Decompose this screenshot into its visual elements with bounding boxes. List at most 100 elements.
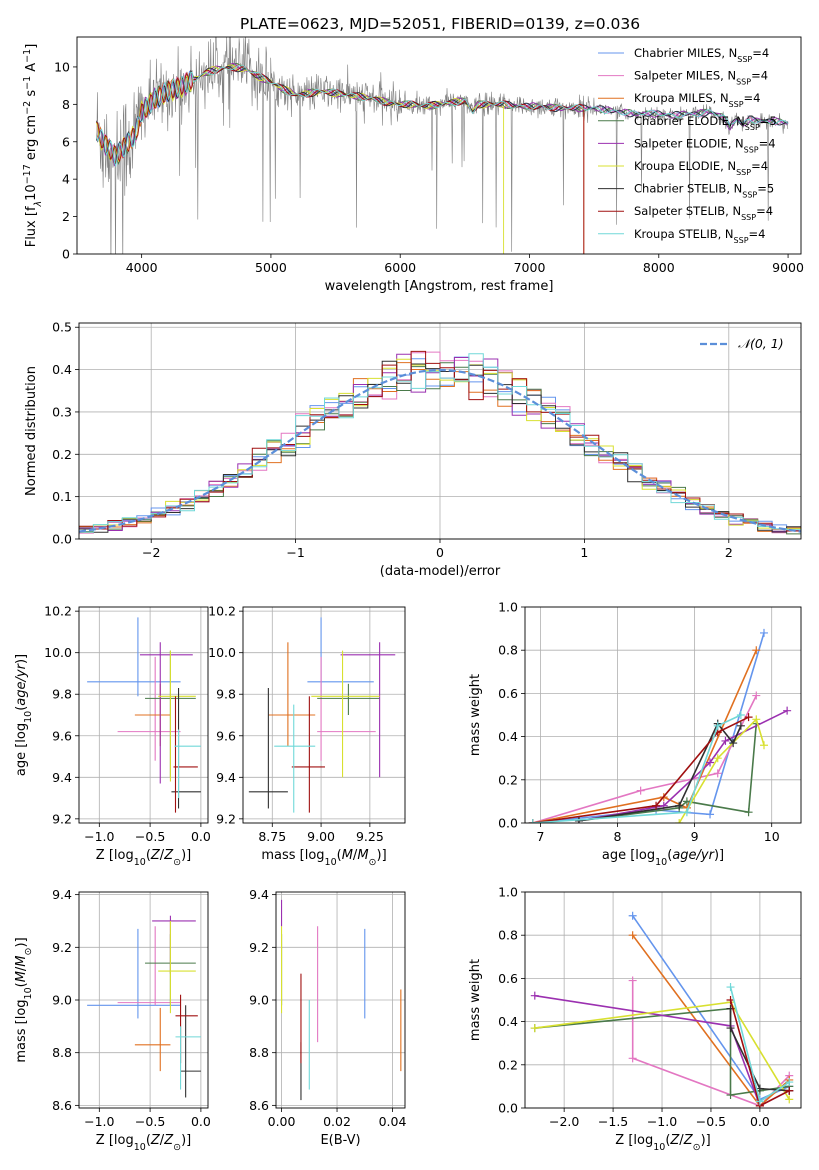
errorbar-point-kroupa_elodie <box>158 650 196 782</box>
model-spectrum-salpeter_stelib <box>96 66 585 254</box>
weight-marker <box>628 931 637 940</box>
weight-marker <box>744 808 753 817</box>
y-tick-label: 9.4 <box>52 887 72 902</box>
legend-label-kroupa_elodie: Kroupa ELODIE, NSSP=4 <box>634 159 768 177</box>
x-axis-label: E(B-V) <box>320 1133 360 1148</box>
x-tick-label: 5000 <box>255 260 287 275</box>
y-tick-label: 9.8 <box>216 687 236 702</box>
weight-marker <box>752 691 761 700</box>
errorbar-point-kroupa_miles <box>268 642 316 747</box>
y-tick-label: 0.5 <box>52 320 72 335</box>
weight-line <box>631 980 790 1107</box>
y-tick-label: 10.0 <box>44 645 72 660</box>
errorbar-point-chabrier_elodie <box>317 683 380 715</box>
model-spectrum-salpeter_elodie <box>96 63 789 167</box>
weight-marker <box>706 810 715 819</box>
weight-line <box>532 695 758 823</box>
y-tick-label: 9.6 <box>52 728 72 743</box>
y-tick-label: 0.4 <box>498 1014 518 1029</box>
x-tick-label: −1.5 <box>598 1114 628 1129</box>
x-tick-label: −1.0 <box>84 1114 114 1129</box>
weight-marker <box>752 646 761 655</box>
weight-marker <box>755 1097 764 1106</box>
weight-marker <box>628 976 637 985</box>
legend-label-salpeter_elodie: Salpeter ELODIE, NSSP=4 <box>634 136 776 154</box>
errorbar-point-chabrier_miles <box>87 617 181 697</box>
weight-marker <box>628 1054 637 1063</box>
errorbar-point-chabrier_stelib <box>248 688 288 809</box>
x-tick-label: 8.75 <box>258 829 286 844</box>
errorbar-point-salpeter_stelib <box>173 696 198 813</box>
weight-series-kroupa_stelib <box>528 711 745 823</box>
x-tick-label: 0.0 <box>191 1114 211 1129</box>
x-tick-label: −2 <box>142 545 160 560</box>
y-axis-label: Normed distribution <box>24 366 39 496</box>
y-tick-label: 4 <box>62 172 70 187</box>
weight-marker <box>726 1091 735 1100</box>
weight-marker <box>528 819 537 823</box>
weight-marker <box>636 786 645 795</box>
model-spectrum-kroupa_stelib <box>95 64 789 168</box>
weight-series-kroupa_stelib <box>726 983 794 1106</box>
normal-curve-line <box>79 368 801 533</box>
axes-frame <box>78 606 209 824</box>
y-tick-label: 9.4 <box>52 770 72 785</box>
plot-area <box>79 350 801 537</box>
model-spectrum-kroupa_miles <box>96 64 585 254</box>
weight-marker <box>721 736 730 745</box>
panel-age_vs_mass: 8.75 9.00 9.25 9.2 9.4 9.6 9.8 10.0 10.2 mass [lo… <box>208 604 406 868</box>
y-tick-label: 0.1 <box>52 489 72 504</box>
y-tick-label: 0.2 <box>498 1057 518 1072</box>
panel-weight_vs_age: 7 8 9 10 0.0 0.2 0.4 0.6 0.8 1.0 age [log10(age/yr… <box>468 600 802 868</box>
x-axis-label: age [log10(age/yr)] <box>602 848 724 868</box>
legend-label-chabrier_stelib: Chabrier STELIB, NSSP=5 <box>634 182 774 200</box>
axes-frame <box>78 322 802 540</box>
errorbar-point-kroupa_stelib <box>274 704 316 813</box>
y-tick-label: 10.0 <box>208 645 236 660</box>
weight-marker <box>574 816 583 823</box>
weight-marker <box>729 739 738 748</box>
weight-series-salpeter_stelib <box>726 996 794 1108</box>
weight-marker <box>706 758 715 767</box>
x-tick-label: −0.5 <box>135 829 165 844</box>
x-tick-label: 6000 <box>384 260 416 275</box>
y-tick-label: 8 <box>62 97 70 112</box>
weight-marker <box>675 801 684 810</box>
y-axis-label: mass [log10(M/M⊙)] <box>14 937 34 1062</box>
y-tick-label: 0.6 <box>498 686 518 701</box>
errorbar-point-kroupa_elodie <box>158 920 196 1014</box>
panel-age_vs_z: −1.0 −0.5 0.0 9.2 9.4 9.6 9.8 10.0 10.2 Z [log10(… <box>14 604 211 868</box>
x-tick-label: 10 <box>764 829 780 844</box>
x-tick-label: 0.0 <box>191 829 211 844</box>
y-tick-label: 0.8 <box>498 643 518 658</box>
legend-label-kroupa_miles: Kroupa MILES, NSSP=4 <box>634 91 760 109</box>
weight-marker <box>726 983 735 992</box>
errorbar-point-salpeter_stelib <box>291 696 325 813</box>
y-tick-label: 0.2 <box>52 447 72 462</box>
x-tick-label: 4000 <box>126 260 158 275</box>
y-tick-label: 8.8 <box>249 1045 269 1060</box>
axes-frame <box>524 606 802 824</box>
y-axis-label: mass weight <box>468 674 483 756</box>
x-axis-label: Z [log10(Z/Z⊙)] <box>96 848 191 868</box>
x-tick-label: −1 <box>286 545 304 560</box>
x-tick-label: 0.0 <box>750 1114 770 1129</box>
y-tick-label: 10.2 <box>208 604 236 619</box>
weight-marker <box>682 808 691 817</box>
panel-residuals: −2 −1 0 1 2 0.0 0.1 0.2 0.3 0.4 0.5 (data-model)/er… <box>24 320 802 579</box>
y-tick-label: 0 <box>62 247 70 262</box>
x-axis-label: mass [log10(M/M⊙)] <box>261 848 386 868</box>
axes-frame <box>76 36 802 255</box>
x-tick-label: −0.5 <box>135 1114 165 1129</box>
x-axis-label: Z [log10(Z/Z⊙)] <box>96 1133 191 1153</box>
weight-marker <box>785 1095 794 1104</box>
plot-area <box>87 617 201 813</box>
figure-title: PLATE=0623, MJD=52051, FIBERID=0139, z=0… <box>240 15 640 33</box>
y-tick-label: 9.2 <box>249 940 269 955</box>
panel-weight_vs_z: −2.0 −1.5 −1.0 −0.5 0.0 0.0 0.2 0.4 0.6 0.8 1.0 Z [… <box>468 885 802 1153</box>
weight-marker <box>713 769 722 778</box>
x-tick-label: −0.5 <box>696 1114 726 1129</box>
y-tick-label: 2 <box>62 209 70 224</box>
y-tick-label: 0.2 <box>498 772 518 787</box>
